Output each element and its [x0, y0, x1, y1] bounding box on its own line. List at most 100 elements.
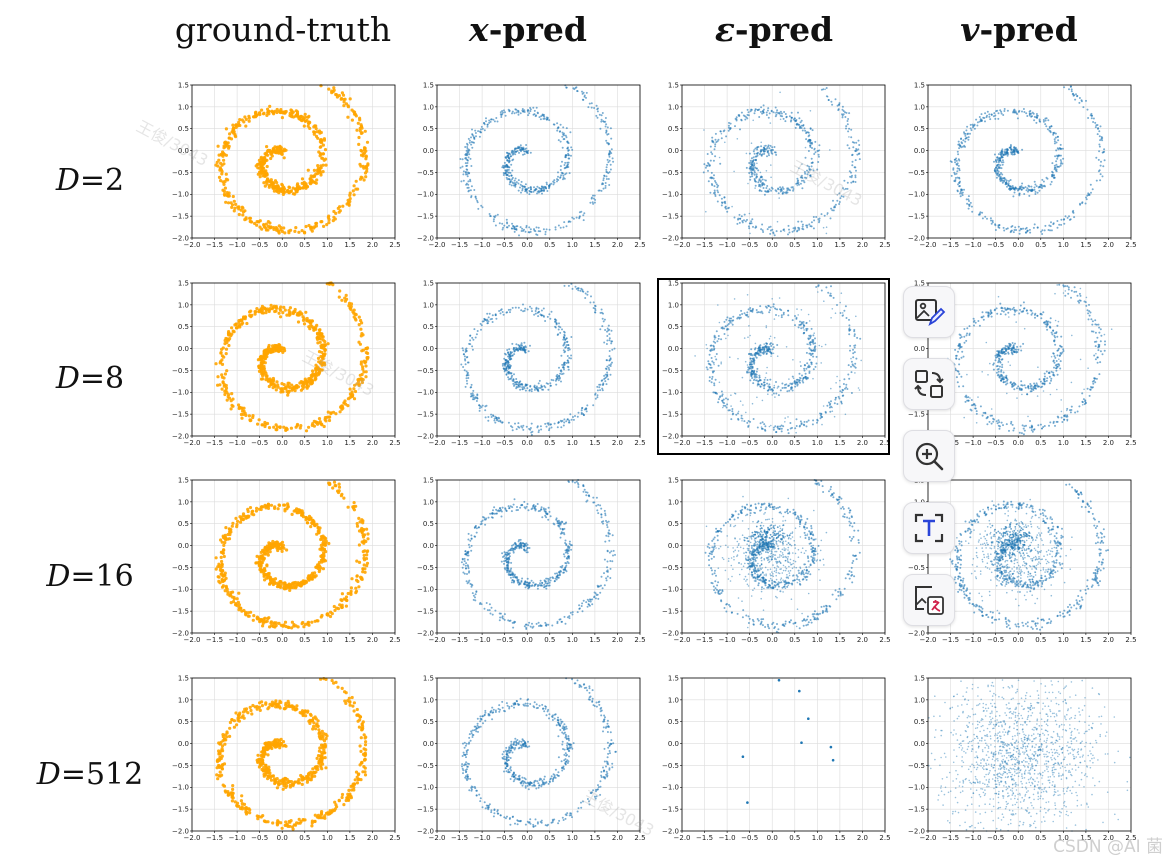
data-point [359, 360, 363, 364]
data-point [520, 191, 522, 194]
data-point [337, 94, 341, 98]
data-point [466, 371, 469, 374]
data-point [748, 172, 751, 174]
data-point [1044, 123, 1047, 126]
data-point [1013, 111, 1016, 113]
data-point [502, 166, 505, 169]
data-point [716, 140, 719, 143]
data-point [1017, 225, 1020, 228]
data-point [967, 198, 970, 201]
data-point [752, 418, 755, 420]
data-point [763, 349, 766, 352]
data-point [476, 397, 479, 400]
data-point [264, 171, 268, 175]
data-point [520, 383, 523, 385]
data-point [360, 377, 364, 382]
data-point [581, 406, 584, 409]
data-point [808, 358, 811, 361]
data-point [1085, 196, 1087, 199]
data-point [799, 125, 801, 128]
data-point [484, 416, 487, 419]
data-point [567, 368, 570, 371]
data-point [1056, 135, 1059, 138]
data-point [603, 120, 606, 123]
data-point [959, 190, 962, 193]
data-point [555, 375, 558, 378]
data-point [799, 420, 802, 423]
data-point [559, 331, 562, 334]
data-point [502, 174, 505, 176]
data-point [563, 132, 565, 135]
data-point [958, 176, 961, 179]
data-point [309, 373, 313, 378]
data-point [346, 115, 350, 119]
data-point [222, 158, 226, 162]
y-tick-label: 1.5 [914, 81, 925, 89]
data-point [1032, 226, 1035, 229]
data-point [518, 234, 520, 237]
data-point [753, 152, 756, 155]
data-point [558, 322, 560, 325]
data-point [952, 168, 955, 171]
data-point [302, 124, 306, 128]
data-point [845, 386, 848, 389]
data-point [361, 367, 365, 371]
data-point [330, 89, 334, 93]
data-point [559, 176, 562, 179]
data-point [804, 172, 807, 175]
data-point [737, 418, 740, 421]
data-point [550, 310, 553, 313]
data-point [329, 411, 333, 415]
column-header-ground-truth: ground-truth [163, 10, 403, 49]
data-point [970, 129, 973, 132]
data-point [507, 154, 510, 157]
data-point [480, 406, 483, 409]
data-point [293, 192, 297, 196]
data-point [1018, 193, 1021, 196]
data-point [800, 327, 803, 330]
data-point [759, 422, 762, 425]
data-point [492, 218, 495, 221]
data-point [596, 110, 599, 113]
data-point [606, 126, 609, 129]
data-point [800, 179, 803, 182]
data-point [594, 397, 597, 400]
data-point [851, 160, 854, 163]
data-point [1041, 233, 1044, 235]
data-point [849, 349, 851, 352]
data-point [529, 151, 532, 154]
data-point [601, 112, 604, 114]
data-point [265, 182, 269, 186]
data-point [834, 398, 837, 401]
data-point [805, 420, 808, 423]
data-point [764, 150, 766, 153]
data-point [716, 189, 719, 192]
data-point [507, 421, 510, 424]
data-point [223, 193, 227, 197]
data-point [476, 393, 479, 396]
data-point [1059, 159, 1062, 162]
data-point [589, 301, 592, 304]
data-point [1047, 229, 1050, 231]
axes-frame [681, 84, 886, 239]
data-point [559, 123, 562, 126]
data-point [529, 186, 532, 189]
data-point [314, 181, 318, 185]
data-point [1002, 114, 1005, 116]
data-point [1099, 164, 1102, 167]
data-point [816, 421, 818, 424]
data-point [999, 157, 1002, 160]
data-point [223, 392, 227, 397]
data-point [473, 136, 476, 139]
data-point [261, 112, 266, 116]
data-point [364, 155, 368, 159]
data-point [714, 193, 717, 196]
data-point [836, 304, 838, 306]
data-point [762, 108, 765, 111]
data-point [499, 419, 502, 422]
data-point [604, 184, 607, 187]
data-point [1005, 228, 1008, 230]
data-point [557, 171, 559, 174]
data-point [319, 145, 323, 149]
data-point [722, 404, 725, 407]
